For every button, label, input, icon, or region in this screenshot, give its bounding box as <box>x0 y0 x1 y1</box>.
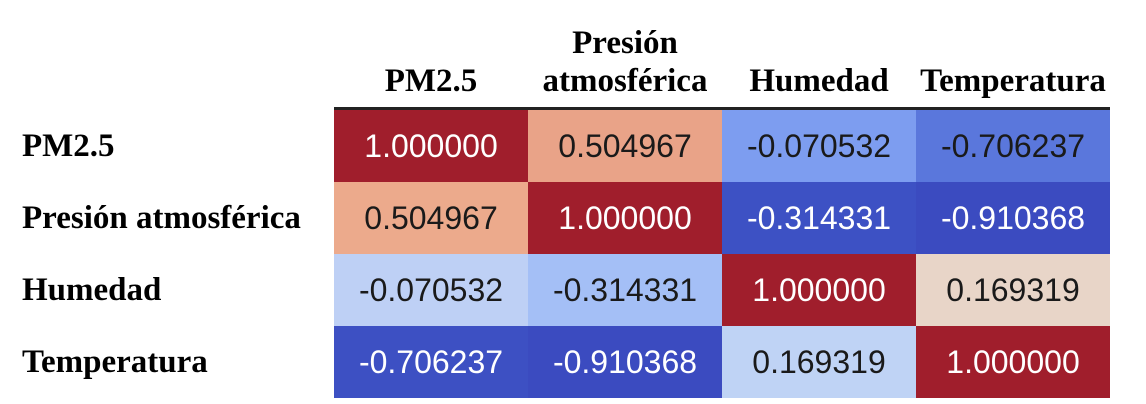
table-cell: -0.910368 <box>528 326 722 398</box>
row-header: Temperatura <box>22 344 208 380</box>
row-header: Presión atmosférica <box>22 200 301 236</box>
table-cell: 0.169319 <box>916 254 1110 326</box>
row-header: PM2.5 <box>22 128 115 164</box>
table-cell: 0.504967 <box>528 110 722 182</box>
table-cell: -0.314331 <box>528 254 722 326</box>
row-header: Humedad <box>22 272 162 308</box>
column-header: Presión atmosférica <box>542 25 708 99</box>
table-cell: -0.070532 <box>334 254 528 326</box>
table-cell: 1.000000 <box>334 110 528 182</box>
column-header: Humedad <box>749 63 889 99</box>
table-cell: -0.314331 <box>722 182 916 254</box>
table-top-rule <box>334 107 1110 110</box>
table-cell: -0.070532 <box>722 110 916 182</box>
table-cell: -0.910368 <box>916 182 1110 254</box>
table-cell: -0.706237 <box>334 326 528 398</box>
column-header: PM2.5 <box>384 63 478 99</box>
column-header: Temperatura <box>920 63 1106 99</box>
table-cell: -0.706237 <box>916 110 1110 182</box>
table-cell: 1.000000 <box>916 326 1110 398</box>
table-cell: 1.000000 <box>722 254 916 326</box>
table-cell: 0.504967 <box>334 182 528 254</box>
table-cell: 1.000000 <box>528 182 722 254</box>
table-cell: 0.169319 <box>722 326 916 398</box>
